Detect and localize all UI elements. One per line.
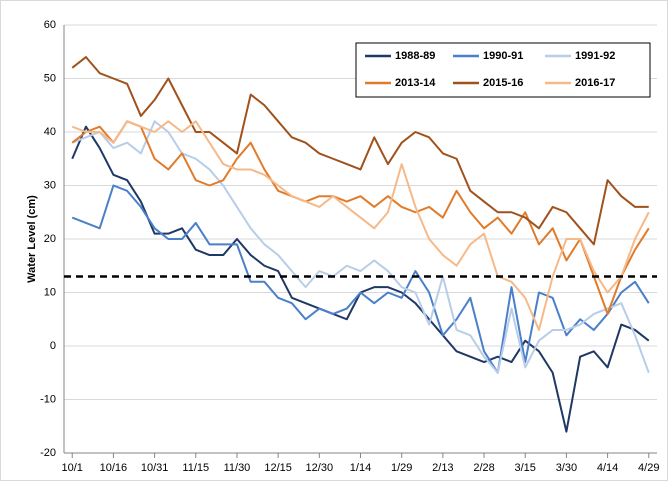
series-line xyxy=(71,56,649,246)
y-tick-label: -20 xyxy=(40,447,56,459)
x-tick-label: 2/13 xyxy=(432,462,453,474)
series-line xyxy=(71,120,650,374)
legend-box xyxy=(355,42,651,98)
y-tick-label: 40 xyxy=(44,126,56,138)
y-tick-label: 30 xyxy=(44,179,56,191)
x-tick-label: 3/30 xyxy=(556,462,577,474)
y-tick-label: 60 xyxy=(44,19,56,31)
legend-label: 2013-14 xyxy=(395,77,436,89)
series-line xyxy=(71,120,650,331)
x-tick-label: 2/28 xyxy=(473,462,494,474)
x-tick-label: 1/29 xyxy=(391,462,412,474)
y-tick-label: 10 xyxy=(44,286,56,298)
x-tick-label: 10/31 xyxy=(141,462,169,474)
series-line xyxy=(71,184,650,374)
x-tick-label: 4/14 xyxy=(597,462,618,474)
y-tick-label: 20 xyxy=(44,233,56,245)
x-tick-label: 4/29 xyxy=(638,462,659,474)
x-tick-label: 11/30 xyxy=(224,462,251,474)
legend-label: 2015-16 xyxy=(483,77,523,89)
y-tick-label: 0 xyxy=(50,340,56,352)
legend-label: 2016-17 xyxy=(575,77,615,89)
x-tick-label: 12/15 xyxy=(264,462,292,474)
y-axis-label: Water Level (cm) xyxy=(26,195,38,283)
legend-label: 1990-91 xyxy=(483,50,523,62)
y-tick-label: -10 xyxy=(40,393,56,405)
x-tick-label: 10/16 xyxy=(100,462,128,474)
x-tick-label: 11/15 xyxy=(182,462,209,474)
x-tick-label: 12/30 xyxy=(306,462,334,474)
legend-label: 1991-92 xyxy=(575,50,615,62)
series-line xyxy=(71,120,650,315)
x-tick-label: 10/1 xyxy=(62,462,83,474)
legend-label: 1988-89 xyxy=(395,50,435,62)
y-tick-label: 50 xyxy=(44,72,56,84)
x-tick-label: 1/14 xyxy=(350,462,371,474)
x-tick-label: 3/15 xyxy=(515,462,536,474)
